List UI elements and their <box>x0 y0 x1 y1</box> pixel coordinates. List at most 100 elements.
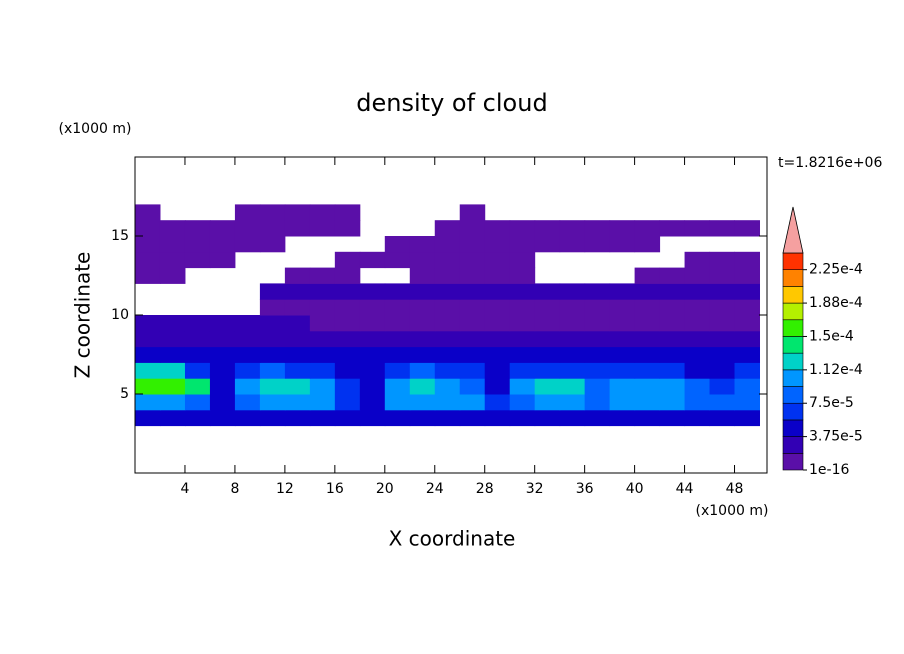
contour-cell <box>259 362 286 379</box>
contour-cell <box>709 267 736 284</box>
contour-cell <box>559 299 586 316</box>
contour-cell <box>209 394 236 411</box>
contour-cell <box>509 409 536 427</box>
contour-cell <box>559 330 586 348</box>
contour-cell <box>434 409 461 427</box>
contour-cell <box>184 346 211 363</box>
contour-cell <box>209 330 236 348</box>
contour-cell <box>384 251 411 269</box>
contour-cell <box>284 394 311 411</box>
x-tick-label: 8 <box>230 481 239 497</box>
contour-cell <box>659 378 686 395</box>
contour-cell <box>159 346 186 363</box>
contour-cell <box>159 267 186 284</box>
contour-cell <box>509 362 536 379</box>
contour-cell <box>159 220 186 237</box>
contour-cell <box>584 283 611 300</box>
contour-cell <box>409 283 436 300</box>
contour-cell <box>334 315 361 332</box>
contour-cell <box>509 251 536 269</box>
contour-cell <box>234 315 261 332</box>
contour-cell <box>534 378 561 395</box>
contour-cell <box>684 362 711 379</box>
contour-cell <box>684 283 711 300</box>
contour-cell <box>559 394 586 411</box>
colorbar-box <box>782 352 804 371</box>
contour-cell <box>734 409 761 427</box>
contour-cell <box>684 251 711 269</box>
contour-cell <box>135 378 161 395</box>
contour-cell <box>159 394 186 411</box>
colorbar-tick-label: 1.5e-4 <box>809 328 854 344</box>
contour-cell <box>135 362 161 379</box>
contour-cell <box>459 409 486 427</box>
contour-cell <box>309 409 336 427</box>
contour-cell <box>659 346 686 363</box>
contour-cell <box>409 315 436 332</box>
contour-cell <box>309 204 336 221</box>
contour-cell <box>634 315 661 332</box>
contour-cell <box>509 220 536 237</box>
contour-cell <box>135 394 161 411</box>
contour-cell <box>709 220 736 237</box>
contour-cell <box>659 315 686 332</box>
contour-cell <box>234 362 261 379</box>
contour-cell <box>234 220 261 237</box>
contour-cell <box>209 220 236 237</box>
contour-cell <box>434 394 461 411</box>
x-axis-label: X coordinate <box>389 527 516 551</box>
contour-cell <box>284 330 311 348</box>
contour-cell <box>234 394 261 411</box>
contour-cell <box>135 267 161 284</box>
contour-cell <box>484 394 511 411</box>
contour-cell <box>284 283 311 300</box>
x-unit-label: (x1000 m) <box>696 503 769 519</box>
contour-cell <box>609 362 636 379</box>
contour-cell <box>284 220 311 237</box>
colorbar-tick-label: 3.75e-5 <box>809 429 863 445</box>
x-tick-label: 36 <box>576 481 594 497</box>
colorbar-tick-label: 1.88e-4 <box>809 295 863 311</box>
contour-cell <box>334 267 361 284</box>
contour-cell <box>334 204 361 221</box>
colorbar-tick-label: 1e-16 <box>809 462 849 478</box>
contour-cell <box>584 315 611 332</box>
contour-cell <box>384 362 411 379</box>
contour-cell <box>259 283 286 300</box>
contour-cell <box>334 220 361 237</box>
contour-cell <box>534 315 561 332</box>
contour-cell <box>509 236 536 253</box>
contour-cell <box>359 394 386 411</box>
contour-cell <box>634 299 661 316</box>
contour-cell <box>259 394 286 411</box>
contour-cell <box>559 236 586 253</box>
contour-cell <box>334 362 361 379</box>
contour-cell <box>309 267 336 284</box>
contour-cell <box>634 330 661 348</box>
contour-cell <box>135 346 161 363</box>
contour-cell <box>459 394 486 411</box>
contour-cell <box>309 330 336 348</box>
x-tick-label: 12 <box>276 481 294 497</box>
contour-cell <box>384 299 411 316</box>
contour-cell <box>334 394 361 411</box>
contour-cell <box>684 299 711 316</box>
contour-cell <box>634 220 661 237</box>
contour-cell <box>459 283 486 300</box>
contour-cell <box>684 315 711 332</box>
x-tick-label: 16 <box>326 481 344 497</box>
contour-cell <box>359 362 386 379</box>
contour-cell <box>709 378 736 395</box>
contour-cell <box>634 409 661 427</box>
contour-cell <box>434 362 461 379</box>
colorbar-box <box>782 386 804 404</box>
contour-cell <box>409 330 436 348</box>
x-tick-label: 32 <box>526 481 544 497</box>
contour-cell <box>409 299 436 316</box>
colorbar-box <box>782 286 804 304</box>
contour-cell <box>309 220 336 237</box>
contour-cell <box>359 346 386 363</box>
contour-cell <box>609 220 636 237</box>
contour-cell <box>459 315 486 332</box>
